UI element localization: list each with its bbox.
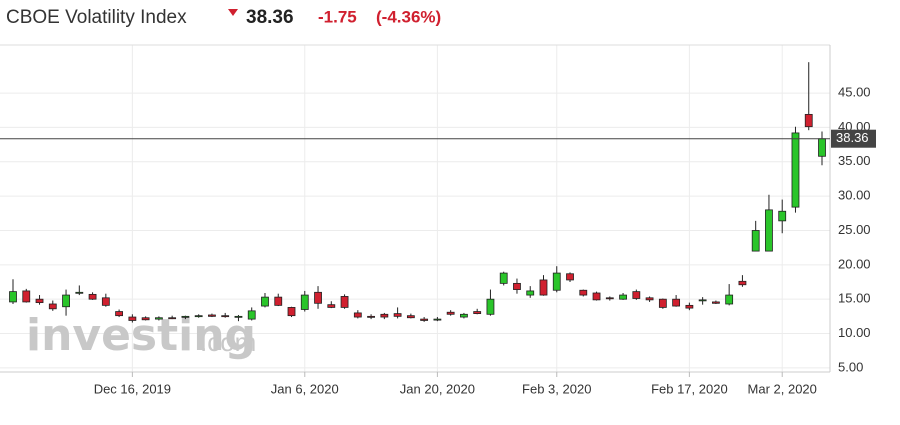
candle-body — [287, 307, 296, 317]
candle-body — [9, 291, 17, 303]
candle-body — [420, 318, 429, 321]
candle-body — [778, 210, 787, 222]
candle-body — [605, 297, 614, 300]
candle-body — [101, 297, 110, 306]
candle-body — [791, 132, 800, 208]
candle-body — [592, 292, 601, 301]
candle-body — [499, 272, 508, 284]
candle-body — [632, 291, 641, 299]
candle-body — [327, 304, 336, 308]
candle-body — [340, 296, 349, 308]
candle-body — [579, 289, 588, 296]
candle-body — [685, 304, 694, 309]
candle-body — [221, 315, 230, 318]
candle-body — [393, 313, 402, 317]
x-tick-label: Feb 3, 2020 — [522, 381, 591, 396]
candle-body — [619, 294, 627, 300]
candle-body — [353, 312, 362, 318]
candle-body — [539, 279, 548, 296]
candle-body — [765, 209, 773, 252]
y-tick-label: 20.00 — [838, 256, 871, 271]
candle-body — [738, 280, 747, 286]
candle-body — [115, 311, 123, 317]
grid — [0, 45, 830, 372]
candle-body — [168, 317, 177, 320]
candle-body — [526, 290, 535, 296]
candle-body — [247, 310, 256, 320]
candle-body — [446, 311, 455, 315]
candle-body — [658, 298, 667, 308]
candle-body — [804, 113, 813, 128]
candle-body — [22, 290, 31, 303]
y-tick-label: 45.00 — [838, 85, 871, 100]
x-tick-label: Jan 20, 2020 — [400, 381, 475, 396]
candle-body — [181, 315, 190, 318]
x-tick-label: Jan 6, 2020 — [271, 381, 339, 396]
candle-body — [473, 311, 482, 315]
candle-body — [194, 315, 203, 318]
change-pct: (-4.36%) — [376, 7, 441, 26]
candle-body — [88, 293, 97, 300]
candle-body — [367, 315, 375, 318]
down-arrow — [228, 9, 238, 16]
candle-body — [314, 291, 322, 304]
x-tick-label: Feb 17, 2020 — [651, 381, 728, 396]
candle-body — [645, 297, 654, 301]
candle-body — [208, 314, 216, 317]
candle-body — [486, 298, 495, 315]
chart-title: CBOE Volatility Index — [6, 7, 187, 28]
candle-body — [712, 301, 720, 304]
candle-body — [513, 282, 521, 290]
candle-body — [406, 315, 415, 319]
candle-body — [380, 313, 389, 318]
last-price-box — [831, 129, 876, 148]
candle-body — [751, 230, 760, 252]
candle-body — [818, 138, 826, 157]
candle-body — [75, 291, 84, 294]
candle-body — [234, 315, 243, 318]
candle-body — [698, 299, 707, 302]
last-price-label: 38.36 — [836, 130, 869, 145]
candle-body — [300, 294, 309, 310]
candle-body — [48, 303, 57, 310]
candle-body — [672, 298, 681, 307]
change: -1.75 — [318, 7, 357, 26]
y-tick-label: 10.00 — [838, 325, 871, 340]
y-tick-label: 15.00 — [838, 291, 871, 306]
candle-body — [274, 296, 283, 306]
watermark: investing — [26, 310, 256, 361]
x-tick-label: Mar 2, 2020 — [748, 381, 817, 396]
candle-body — [128, 316, 137, 321]
candle-body — [460, 313, 468, 318]
x-tick-label: Dec 16, 2019 — [94, 381, 171, 396]
y-tick-label: 35.00 — [838, 153, 871, 168]
candle-body — [35, 298, 44, 304]
watermark-suffix: .com — [200, 327, 256, 357]
candle-body — [154, 317, 163, 320]
y-tick-label: 30.00 — [838, 188, 871, 203]
candle-body — [433, 318, 442, 321]
candle-body — [725, 294, 734, 305]
candle-body — [62, 294, 70, 308]
candle-body — [566, 273, 574, 281]
y-tick-label: 25.00 — [838, 222, 871, 237]
y-tick-label: 5.00 — [838, 359, 863, 374]
candle-body — [141, 317, 150, 321]
candle-body — [552, 272, 561, 291]
last-price: 38.36 — [246, 7, 294, 28]
candle-body — [261, 296, 269, 307]
